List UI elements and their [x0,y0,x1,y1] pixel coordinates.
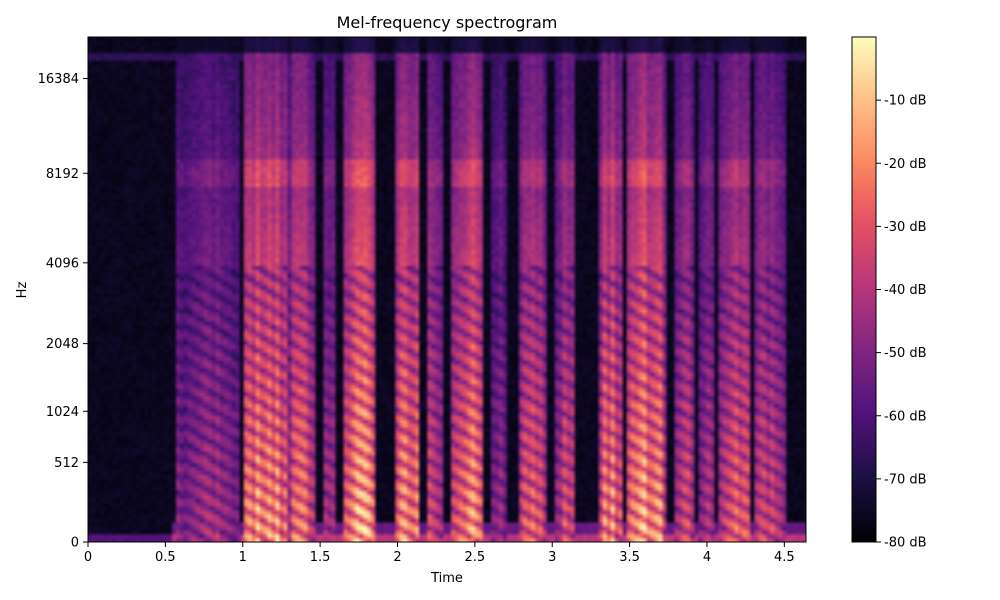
x-tick-label: 3 [548,550,556,565]
x-tick-label: 1 [239,550,247,565]
colorbar-ticks: -10 dB -20 dB -30 dB -40 dB -50 dB -60 dB -70 … [876,94,927,551]
chart-title: Mel-frequency spectrogram [337,13,558,32]
x-tick-label: 0.5 [155,550,176,565]
spectrogram-heatmap [88,37,806,542]
plot-frame [87,36,807,543]
y-tick-label: 2048 [46,337,79,352]
y-axis: 0 512 1024 2048 4096 8192 16384 [38,72,88,551]
x-tick-label: 3.5 [619,550,640,565]
y-tick-label: 4096 [46,256,79,271]
x-tick-label: 1.5 [310,550,331,565]
colorbar-tick-label: -80 dB [884,536,927,551]
colorbar-tick-label: -40 dB [884,283,927,298]
y-tick-label: 512 [54,456,79,471]
y-tick-label: 8192 [46,167,79,182]
x-axis-label: Time [430,571,463,586]
colorbar-tick-label: -10 dB [884,94,927,109]
x-tick-label: 4.5 [774,550,795,565]
x-tick-label: 2.5 [465,550,486,565]
colorbar-tick-label: -30 dB [884,220,927,235]
x-tick-label: 0 [84,550,92,565]
y-tick-label: 16384 [38,72,79,87]
colorbar-tick-label: -70 dB [884,472,927,487]
plot-area [88,37,806,542]
colorbar-tick-label: -50 dB [884,346,927,361]
x-axis: 0 0.5 1 1.5 2 2.5 3 3.5 4 4.5 [84,542,795,565]
x-tick-label: 2 [393,550,401,565]
colorbar [851,36,877,543]
colorbar-tick-label: -60 dB [884,409,927,424]
y-axis-label: Hz [15,282,30,299]
y-tick-label: 0 [71,536,79,551]
colorbar-tick-label: -20 dB [884,157,927,172]
y-tick-label: 1024 [46,405,79,420]
x-tick-label: 4 [703,550,711,565]
